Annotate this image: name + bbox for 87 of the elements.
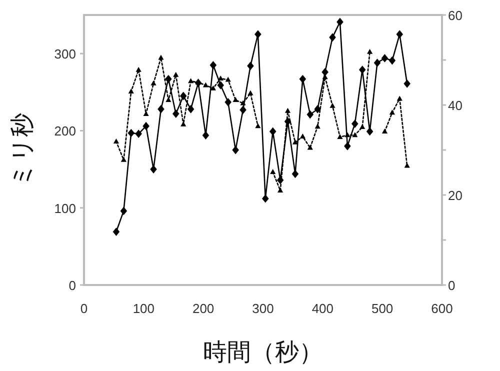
point <box>180 121 186 126</box>
point <box>172 110 180 118</box>
point <box>314 104 321 114</box>
point <box>150 80 156 86</box>
point <box>307 144 313 150</box>
point <box>329 33 336 42</box>
x-tick-label: 100 <box>132 301 155 316</box>
point <box>306 110 314 119</box>
point <box>404 79 410 88</box>
point <box>344 142 351 150</box>
y2-tick-label: 20 <box>448 188 462 203</box>
x-axis-title: 時間（秒） <box>203 339 323 366</box>
point <box>210 60 217 70</box>
point <box>367 48 373 54</box>
y2-tick-label: 60 <box>448 8 462 23</box>
x-tick-label: 600 <box>431 301 453 316</box>
y-axis-title: ミリ秒 <box>9 113 36 187</box>
point <box>396 96 402 101</box>
point <box>217 81 224 90</box>
point <box>314 124 320 129</box>
point <box>120 206 128 216</box>
point <box>381 54 388 62</box>
point <box>270 169 276 174</box>
point <box>255 123 261 128</box>
point <box>136 66 142 72</box>
point <box>113 138 120 144</box>
point <box>150 165 157 174</box>
point <box>284 108 291 113</box>
point <box>366 127 374 136</box>
point <box>300 134 306 138</box>
point <box>352 132 358 138</box>
point <box>187 104 194 114</box>
y-tick-label: 100 <box>54 200 76 216</box>
point <box>120 156 126 162</box>
y-tick-label: 0 <box>68 278 76 293</box>
y2-tick-label: 40 <box>448 98 462 113</box>
point <box>374 58 381 68</box>
point <box>382 128 388 134</box>
point <box>344 132 350 138</box>
point <box>351 120 358 128</box>
point <box>218 75 224 80</box>
point <box>135 130 142 138</box>
point <box>396 30 404 38</box>
point <box>388 56 396 65</box>
point <box>158 54 164 60</box>
point <box>389 110 395 115</box>
point <box>224 98 232 106</box>
y2-tick-label: 0 <box>448 278 456 293</box>
point <box>232 97 238 102</box>
point <box>262 194 269 203</box>
point <box>202 131 210 140</box>
point <box>128 128 135 138</box>
point <box>330 102 336 108</box>
point <box>358 66 366 74</box>
point <box>165 74 172 84</box>
point <box>180 92 187 100</box>
point <box>166 97 172 102</box>
point <box>240 100 246 106</box>
x-tick-label: 500 <box>371 301 394 316</box>
point <box>360 124 366 130</box>
point <box>322 68 328 76</box>
point <box>142 122 150 130</box>
point <box>278 188 284 192</box>
point <box>143 111 149 116</box>
point <box>202 82 209 88</box>
point <box>247 62 254 70</box>
point <box>337 134 343 139</box>
point <box>173 72 179 77</box>
point <box>299 74 306 84</box>
point <box>232 146 239 154</box>
point <box>292 170 299 178</box>
point <box>254 30 262 38</box>
point <box>188 78 194 84</box>
point <box>336 18 344 26</box>
point <box>225 76 231 82</box>
y-tick-label: 300 <box>54 46 76 62</box>
point <box>248 90 254 96</box>
x-tick-label: 400 <box>312 301 334 316</box>
point <box>240 106 246 114</box>
point <box>128 88 134 94</box>
point <box>112 228 120 236</box>
x-tick-label: 300 <box>252 301 274 316</box>
y-tick-label: 200 <box>54 124 76 139</box>
point <box>158 104 164 114</box>
x-tick-label: 200 <box>192 301 214 316</box>
x-tick-label: 0 <box>80 301 88 316</box>
point <box>404 162 410 168</box>
